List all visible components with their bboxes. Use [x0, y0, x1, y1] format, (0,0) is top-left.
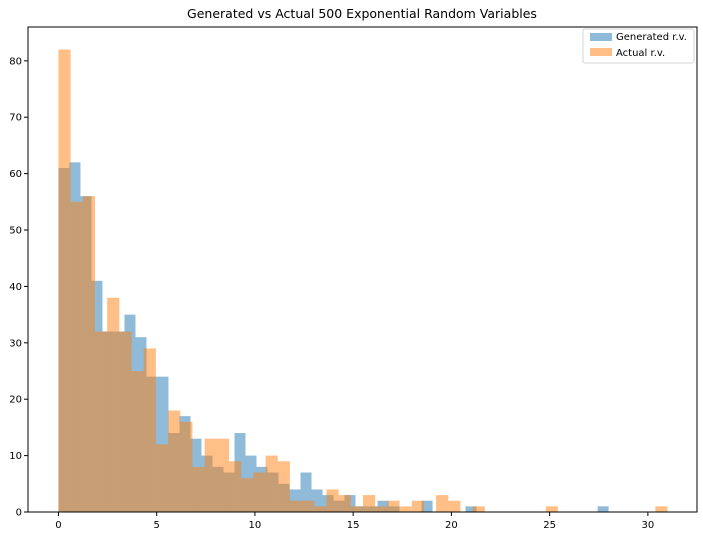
x-tick-label: 20	[445, 520, 458, 531]
y-tick-label: 80	[9, 56, 22, 67]
y-tick-label: 40	[9, 282, 22, 293]
histogram-bar	[326, 489, 339, 512]
x-tick-label: 15	[347, 520, 360, 531]
histogram-bar	[107, 297, 120, 512]
histogram-bar	[314, 506, 327, 512]
histogram-bar	[387, 500, 400, 512]
histogram-bar	[421, 500, 433, 512]
histogram-bar	[131, 371, 144, 512]
histogram-bar	[216, 438, 229, 512]
histogram-bar	[338, 495, 351, 512]
plot-area: 0 5 10 15 20 25 30 0 10 20 30 40 50 60 70 80	[9, 26, 698, 531]
histogram-bar	[95, 331, 108, 512]
y-axis: 0 10 20 30 40 50 60 70 80	[9, 56, 28, 519]
y-tick-label: 70	[9, 113, 22, 124]
histogram-bar	[119, 331, 132, 512]
histogram-bar	[411, 500, 424, 512]
y-tick-label: 0	[16, 508, 22, 519]
histogram-bar	[143, 348, 156, 512]
y-tick-label: 20	[9, 395, 22, 406]
histogram-bar	[228, 461, 242, 512]
histogram-bar	[157, 376, 169, 512]
histogram-bar	[472, 506, 485, 512]
x-tick-label: 30	[642, 520, 655, 531]
x-tick-label: 0	[55, 520, 61, 531]
legend-swatch-actual	[590, 48, 612, 56]
histogram-bar	[302, 500, 315, 512]
histogram-bar	[375, 506, 388, 512]
x-axis: 0 5 10 15 20 25 30	[55, 512, 654, 531]
histogram-bar	[168, 410, 181, 512]
axes-frame	[27, 26, 698, 513]
legend-label-actual: Actual r.v.	[616, 48, 665, 59]
histogram-bar	[300, 472, 312, 512]
histogram-bar	[241, 478, 254, 512]
x-tick-label: 5	[154, 520, 160, 531]
histogram-bar	[362, 495, 376, 512]
histogram-bar	[204, 438, 217, 512]
x-tick-label: 25	[543, 520, 556, 531]
histogram-bar	[465, 506, 477, 512]
x-tick-label: 10	[249, 520, 262, 531]
legend: Generated r.v. Actual r.v.	[582, 28, 695, 64]
y-tick-label: 10	[9, 451, 22, 462]
y-tick-label: 30	[9, 338, 22, 349]
histogram-bar	[58, 49, 71, 513]
histogram-bar	[253, 472, 266, 512]
legend-swatch-generated	[590, 33, 612, 41]
histogram-bar	[180, 421, 193, 512]
y-tick-label: 60	[9, 169, 22, 180]
histogram-bar	[265, 455, 278, 512]
histogram-bar	[597, 506, 609, 512]
histogram-bar	[655, 506, 668, 512]
histogram-bar	[82, 196, 95, 512]
histogram-bar	[70, 201, 83, 512]
bars-layer	[58, 49, 668, 513]
histogram-bar	[436, 495, 449, 512]
histogram-bar	[277, 461, 290, 512]
histogram-bar	[350, 506, 363, 512]
histogram-bar	[311, 489, 323, 512]
histogram-bar	[289, 500, 303, 512]
histogram-bar	[399, 506, 412, 512]
histogram-bar	[192, 466, 205, 512]
series-1	[58, 49, 668, 513]
histogram-bar	[545, 506, 558, 512]
chart-title: Generated vs Actual 500 Exponential Rand…	[187, 6, 537, 21]
histogram-bar	[155, 444, 169, 512]
legend-label-generated: Generated r.v.	[616, 32, 687, 43]
y-tick-label: 50	[9, 226, 22, 237]
histogram-bar	[448, 500, 461, 512]
